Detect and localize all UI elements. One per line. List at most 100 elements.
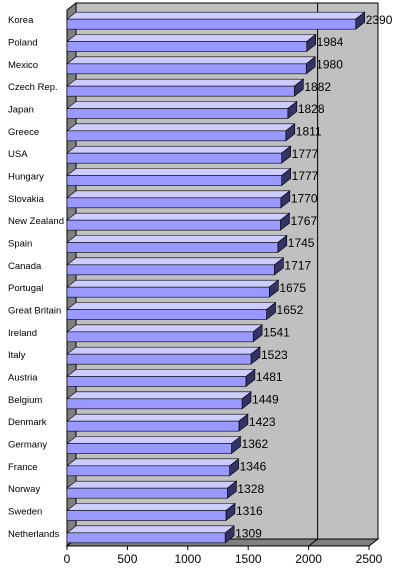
bar (66, 324, 264, 343)
bar-front (66, 108, 289, 119)
bar-top (66, 34, 317, 42)
bar (66, 212, 291, 231)
bar (66, 145, 292, 164)
bar-top (66, 190, 291, 199)
category-label: Czech Rep. (8, 82, 58, 93)
value-label: 1767 (290, 214, 317, 228)
bar-front (66, 376, 247, 387)
category-label: Great Britain (8, 306, 61, 317)
value-label: 1328 (237, 482, 264, 496)
value-label: 1541 (263, 326, 290, 340)
value-label: 1481 (256, 370, 283, 384)
bar-top (66, 235, 288, 243)
bar (66, 391, 252, 410)
bar-top (66, 369, 256, 377)
value-label: 1316 (236, 504, 263, 518)
bar-front (66, 443, 232, 454)
category-label: Korea (8, 15, 34, 26)
bar-top (66, 56, 317, 65)
bar-front (66, 152, 282, 164)
bar (66, 368, 256, 388)
chart-gridlines (308, 3, 319, 547)
bar (66, 301, 277, 321)
bar-front (66, 219, 281, 231)
bar-front (66, 532, 226, 544)
category-label: USA (8, 149, 28, 160)
bar-top (66, 212, 291, 221)
category-label: Ireland (8, 328, 37, 339)
value-label: 1980 (316, 58, 343, 72)
bar-front (66, 353, 252, 365)
category-label: Canada (8, 261, 42, 272)
bar-top (66, 101, 298, 109)
value-label: 1346 (240, 460, 267, 474)
gridline-floor (308, 538, 318, 547)
x-tick-label: 1500 (235, 552, 262, 566)
value-label: 1652 (277, 303, 304, 317)
category-label: Poland (8, 38, 38, 49)
bar (66, 480, 238, 499)
value-label: 1811 (296, 125, 322, 139)
bar-top (66, 324, 264, 333)
category-label: New Zealand (8, 216, 64, 227)
category-label: Sweden (8, 507, 42, 518)
bar-front (66, 197, 282, 209)
bar-top (66, 346, 261, 355)
category-label: Japan (8, 105, 34, 116)
bar-front (66, 465, 230, 477)
bar (66, 167, 292, 187)
bar-top (66, 458, 240, 467)
bar-top (66, 302, 277, 310)
bar (66, 11, 366, 30)
bar (66, 123, 296, 142)
category-label: Mexico (8, 60, 38, 71)
x-axis: 0 500 1000 1500 2000 2500 (64, 545, 383, 566)
bar-top (66, 391, 252, 400)
value-label: 1523 (261, 348, 288, 362)
bar-front (66, 331, 254, 343)
bar-front (66, 420, 240, 432)
bar-top (66, 78, 305, 87)
category-label: Netherlands (8, 529, 59, 540)
value-label: 1362 (242, 437, 269, 451)
value-label: 1449 (252, 393, 279, 407)
value-label: 1777 (292, 169, 319, 183)
value-label: 1828 (298, 102, 325, 116)
x-tick-label: 0 (64, 552, 71, 566)
bar (66, 78, 305, 97)
category-label: Austria (8, 373, 38, 384)
bar (66, 234, 288, 254)
chart-bars (66, 11, 366, 544)
bar-front (66, 175, 282, 186)
category-label: Italy (8, 350, 26, 361)
bar (66, 413, 249, 432)
category-labels: Korea Poland Mexico Czech Rep. Japan Greece US… (8, 15, 64, 540)
value-label: 1770 (291, 192, 318, 206)
bar-front (66, 130, 287, 142)
bar-front (66, 510, 227, 521)
value-label: 1717 (284, 259, 311, 273)
bar-top (66, 123, 296, 132)
bar (66, 525, 236, 544)
value-label: 2390 (366, 13, 393, 27)
bar-top (66, 503, 236, 511)
category-label: Portugal (8, 283, 43, 294)
value-label: 1423 (249, 415, 276, 429)
bar-top (66, 525, 236, 534)
x-tick-label: 500 (117, 552, 137, 566)
category-label: Belgium (8, 395, 42, 406)
value-label: 1777 (292, 147, 319, 161)
category-label: Denmark (8, 417, 47, 428)
value-label: 1745 (288, 236, 315, 250)
bar-front (66, 41, 307, 52)
value-labels: 2390 1984 1980 1882 1828 1811 1777 1777 1770 1767… (235, 13, 393, 541)
bar-top (66, 413, 249, 422)
bar (66, 279, 280, 298)
category-label: Spain (8, 239, 32, 250)
bar-front (66, 242, 279, 253)
bar (66, 458, 240, 477)
bar (66, 346, 261, 365)
bar-front (66, 487, 228, 499)
bar-front (66, 309, 267, 320)
